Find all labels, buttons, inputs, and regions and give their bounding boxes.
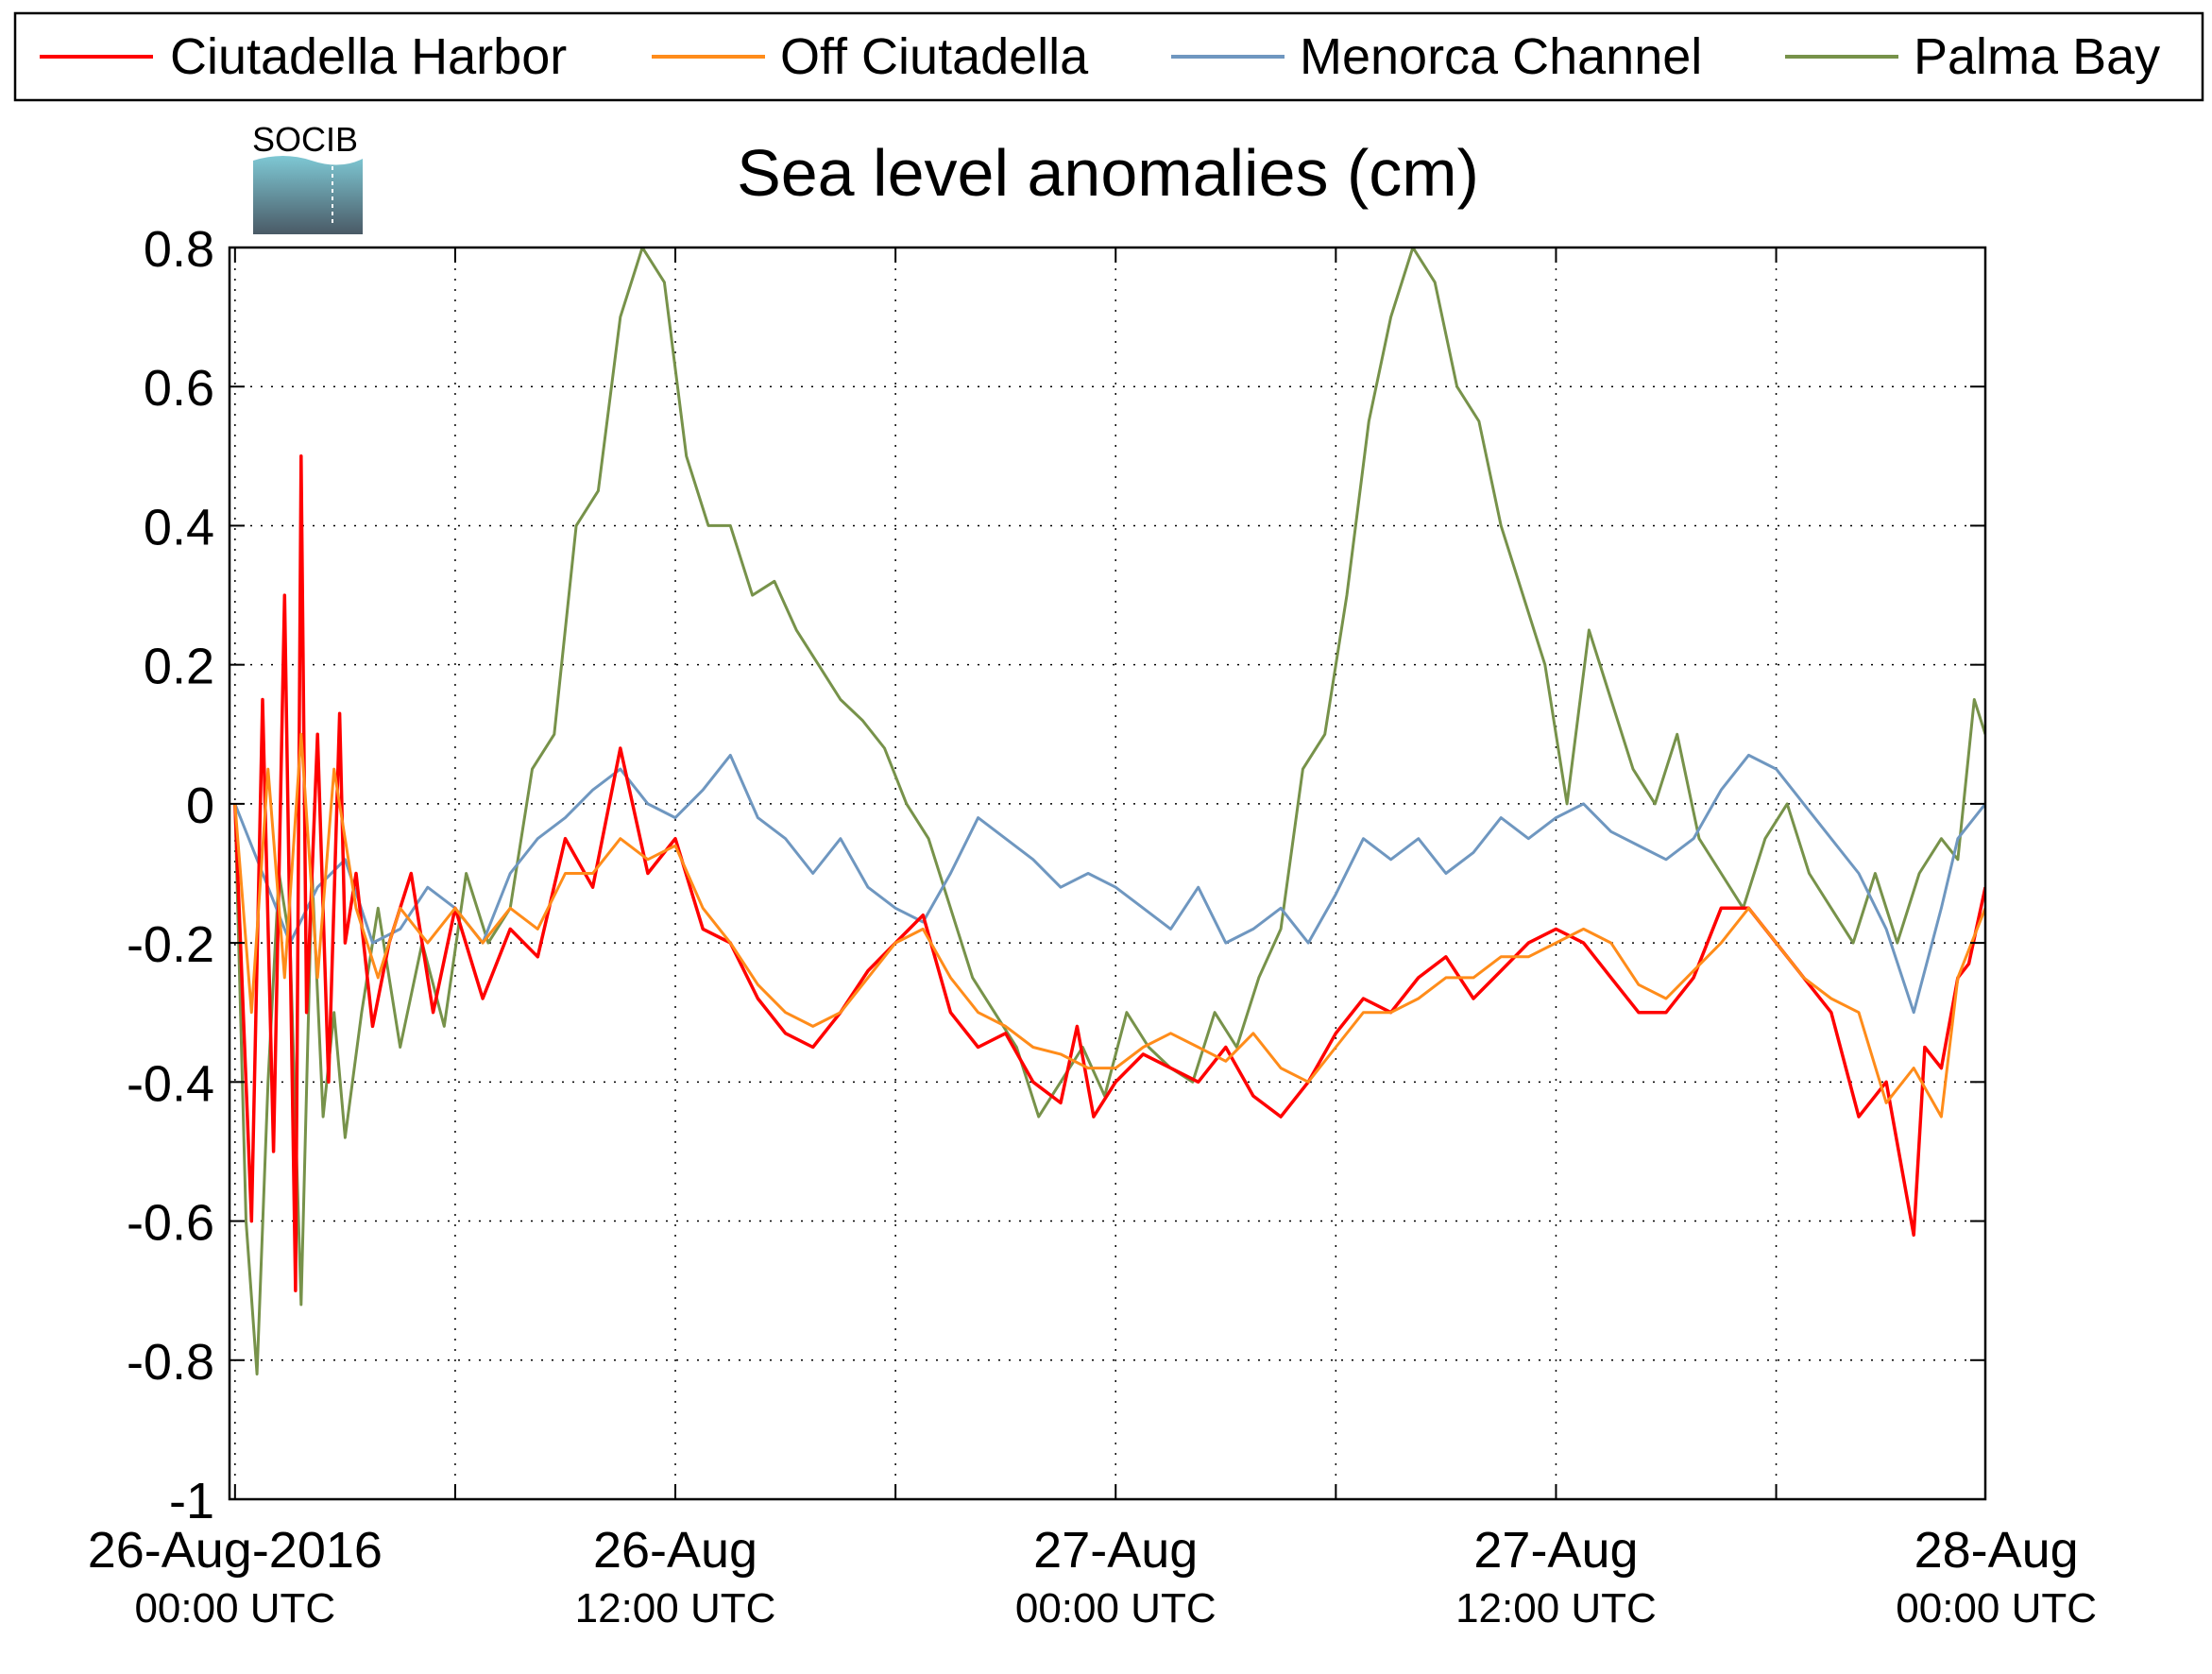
legend-label-palma-bay: Palma Bay <box>1914 28 2160 85</box>
y-tick-label: 0.2 <box>144 639 214 695</box>
y-tick-label: -0.4 <box>127 1055 214 1112</box>
series-line-ciutadella-harbor <box>233 454 1985 1292</box>
y-tick-label: -0.6 <box>127 1195 214 1252</box>
x-tick-label-date: 26-Aug <box>593 1522 757 1579</box>
series-line-palma-bay <box>233 248 1985 1375</box>
chart-title: Sea level anomalies (cm) <box>737 136 1479 210</box>
plot-frame <box>228 246 1987 1501</box>
series-layer <box>233 248 1985 1375</box>
x-tick-label-date: 26-Aug-2016 <box>88 1522 383 1579</box>
x-tick-labels: 26-Aug-2016 00:00 UTC 26-Aug 12:00 UTC 27-Au… <box>88 1522 2097 1631</box>
x-tick-label-date: 27-Aug <box>1033 1522 1198 1579</box>
x-tick-label-time: 12:00 UTC <box>1455 1585 1657 1631</box>
tick-layer <box>230 247 1985 1500</box>
y-tick-label: -1 <box>169 1473 214 1529</box>
series-line-menorca-channel <box>233 753 1985 1015</box>
y-tick-label: -0.8 <box>127 1334 214 1391</box>
x-tick-label-date: 28-Aug <box>1914 1522 2079 1579</box>
logo-text: SOCIB <box>252 120 358 159</box>
logo-wave-block <box>253 156 363 234</box>
socib-logo: SOCIB <box>252 120 363 234</box>
y-tick-label: -0.2 <box>127 916 214 973</box>
x-tick-label-date: 27-Aug <box>1473 1522 1638 1579</box>
legend-label-off-ciutadella: Off Ciutadella <box>780 28 1089 85</box>
x-tick-label-time: 00:00 UTC <box>134 1585 335 1631</box>
y-tick-label: 0.6 <box>144 360 214 417</box>
y-tick-labels: -1 -0.8 -0.6 -0.4 -0.2 0 0.2 0.4 0.6 0.8 <box>127 221 214 1529</box>
y-tick-label: 0.8 <box>144 221 214 278</box>
x-tick-label-time: 00:00 UTC <box>1896 1585 2097 1631</box>
series-line-off-ciutadella <box>233 732 1985 1119</box>
x-tick-label-time: 12:00 UTC <box>575 1585 776 1631</box>
x-tick-label-time: 00:00 UTC <box>1015 1585 1217 1631</box>
y-tick-label: 0.4 <box>144 499 214 555</box>
legend-label-ciutadella-harbor: Ciutadella Harbor <box>170 28 567 85</box>
legend: Ciutadella Harbor Off Ciutadella Menorca… <box>13 11 2204 102</box>
legend-label-menorca-channel: Menorca Channel <box>1300 28 1702 85</box>
y-tick-label: 0 <box>186 777 214 834</box>
